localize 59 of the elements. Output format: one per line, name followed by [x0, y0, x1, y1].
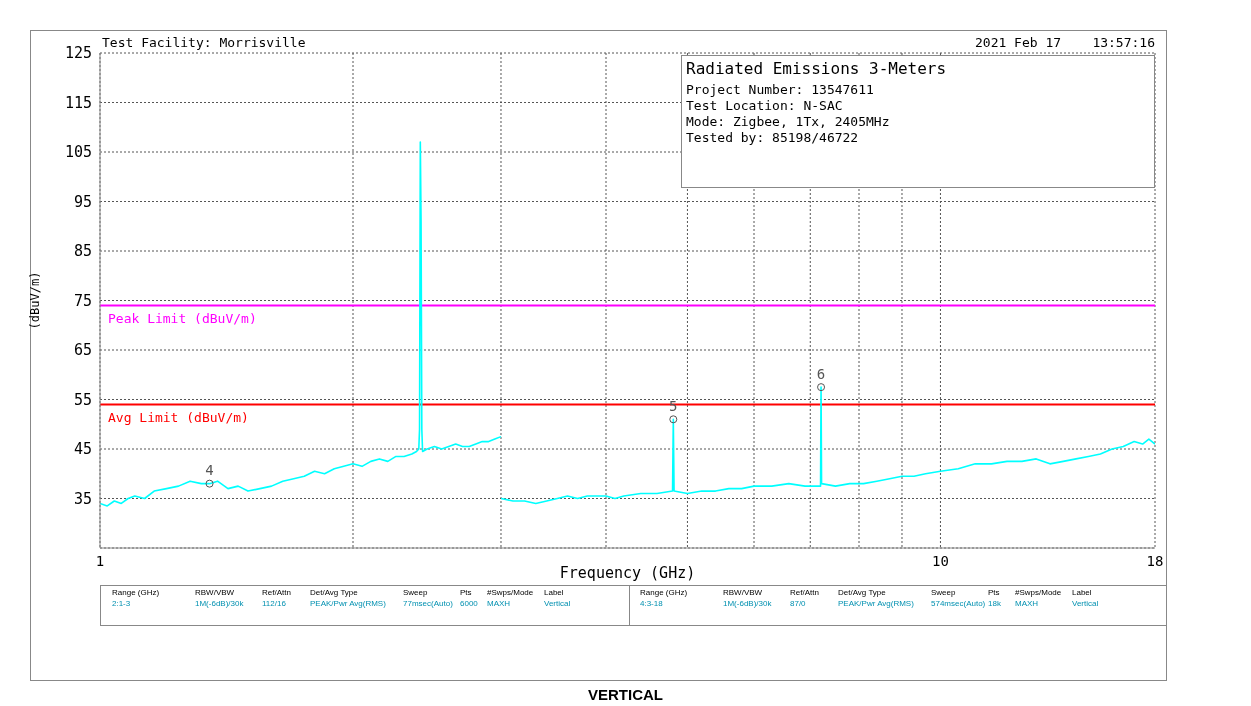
ref-line-label: Avg Limit (dBuV/m)	[108, 409, 249, 425]
y-tick-label: 35	[73, 489, 92, 508]
text: 87/0	[790, 599, 806, 608]
text: Vertical	[544, 599, 571, 608]
y-tick-label: 85	[73, 242, 92, 261]
text: PEAK/Pwr Avg(RMS)	[310, 599, 386, 608]
text: Test Facility: Morrisville	[102, 35, 306, 50]
text: Label	[544, 588, 564, 597]
text: 112/16	[262, 599, 286, 608]
y-tick-label: 95	[73, 192, 92, 211]
y-tick-label: 105	[64, 143, 92, 162]
text: MAXH	[1015, 599, 1039, 608]
annotation: Test Location: N-SAC	[686, 98, 844, 114]
text: Ref/Attn	[262, 588, 291, 597]
text: 6000	[460, 599, 478, 608]
text: Vertical	[1072, 599, 1099, 608]
y-tick-label: 55	[73, 390, 92, 409]
text: Range (GHz)	[112, 588, 160, 597]
text: Det/Avg Type	[838, 588, 886, 597]
text: #Swps/Mode	[1015, 588, 1062, 597]
annotation: Project Number: 13547611	[686, 82, 875, 98]
text: MAXH	[487, 599, 511, 608]
y-tick-label: 45	[73, 440, 92, 459]
annotation: Mode: Zigbee, 1Tx, 2405MHz	[686, 114, 891, 130]
text: Label	[1072, 588, 1092, 597]
y-tick-label: 75	[73, 291, 92, 310]
x-tick-label: 10	[932, 552, 949, 569]
text: Sweep	[931, 588, 956, 597]
text: 1M(-6dB)/30k	[723, 599, 772, 608]
ref-line-label: Peak Limit (dBuV/m)	[108, 310, 257, 326]
text: VERTICAL	[587, 686, 664, 703]
text: 4:3-18	[640, 599, 663, 608]
x-axis-title: Frequency (GHz)	[559, 564, 696, 582]
text: Pts	[460, 588, 472, 597]
text: RBW/VBW	[723, 588, 763, 597]
annotation: Tested by: 85198/46722	[686, 130, 860, 146]
text: RBW/VBW	[195, 588, 235, 597]
chart-title: Radiated Emissions 3-Meters	[686, 59, 948, 78]
y-tick-label: 125	[64, 44, 92, 63]
annotation: 4	[205, 462, 214, 479]
x-tick-label: 1	[95, 552, 105, 569]
text: 77msec(Auto)	[403, 599, 453, 608]
text: 18k	[988, 599, 1001, 608]
text: Range (GHz)	[640, 588, 688, 597]
y-tick-label: 65	[73, 341, 92, 360]
text: PEAK/Pwr Avg(RMS)	[838, 599, 914, 608]
text: Det/Avg Type	[310, 588, 358, 597]
text: 574msec(Auto)	[931, 599, 986, 608]
x-tick-label: 18	[1146, 552, 1164, 569]
y-axis-title: (dBuV/m)	[28, 271, 43, 330]
annotation: 6	[816, 365, 826, 382]
text: 2021 Feb 17 13:57:16	[974, 35, 1155, 50]
text: #Swps/Mode	[487, 588, 534, 597]
text: 1M(-6dB)/30k	[195, 599, 244, 608]
text: 2:1-3	[112, 599, 131, 608]
text: Pts	[988, 588, 1000, 597]
text: Sweep	[403, 588, 428, 597]
y-tick-label: 115	[64, 93, 92, 112]
text: Ref/Attn	[790, 588, 819, 597]
